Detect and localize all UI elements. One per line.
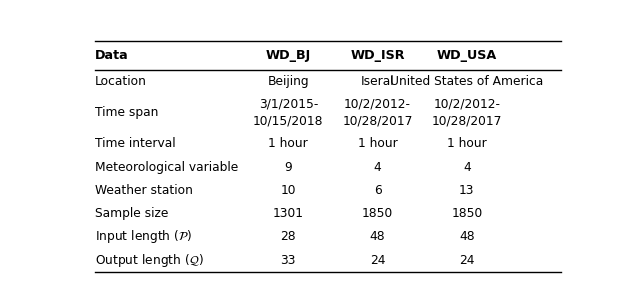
Text: 3/1/2015-
10/15/2018: 3/1/2015- 10/15/2018 <box>253 98 324 128</box>
Text: Data: Data <box>95 49 129 62</box>
Text: Sample size: Sample size <box>95 207 168 220</box>
Text: Output length ($\mathcal{Q}$): Output length ($\mathcal{Q}$) <box>95 252 204 269</box>
Text: Weather station: Weather station <box>95 184 193 197</box>
Text: 24: 24 <box>370 254 385 267</box>
Text: 10/2/2012-
10/28/2017: 10/2/2012- 10/28/2017 <box>342 98 413 128</box>
Text: 1 hour: 1 hour <box>268 137 308 150</box>
Text: 48: 48 <box>459 230 475 243</box>
Text: 1 hour: 1 hour <box>447 137 487 150</box>
Text: 6: 6 <box>374 184 381 197</box>
Text: WD_USA: WD_USA <box>436 49 497 62</box>
Text: WD_BJ: WD_BJ <box>266 49 311 62</box>
Text: 10/2/2012-
10/28/2017: 10/2/2012- 10/28/2017 <box>432 98 502 128</box>
Text: 33: 33 <box>280 254 296 267</box>
Text: 9: 9 <box>284 161 292 174</box>
Text: Meteorological variable: Meteorological variable <box>95 161 238 174</box>
Text: 4: 4 <box>374 161 381 174</box>
Text: 1 hour: 1 hour <box>358 137 397 150</box>
Text: Iseral: Iseral <box>361 75 394 88</box>
Text: Input length ($\mathcal{P}$): Input length ($\mathcal{P}$) <box>95 228 192 245</box>
Text: 10: 10 <box>280 184 296 197</box>
Text: 48: 48 <box>370 230 385 243</box>
Text: 28: 28 <box>280 230 296 243</box>
Text: Time span: Time span <box>95 106 158 119</box>
Text: 1850: 1850 <box>362 207 393 220</box>
Text: Location: Location <box>95 75 147 88</box>
Text: 13: 13 <box>459 184 475 197</box>
Text: United States of America: United States of America <box>390 75 543 88</box>
Text: Beijing: Beijing <box>268 75 309 88</box>
Text: 24: 24 <box>459 254 475 267</box>
Text: 1301: 1301 <box>273 207 304 220</box>
Text: Time interval: Time interval <box>95 137 175 150</box>
Text: 4: 4 <box>463 161 471 174</box>
Text: 1850: 1850 <box>451 207 483 220</box>
Text: WD_ISR: WD_ISR <box>350 49 405 62</box>
